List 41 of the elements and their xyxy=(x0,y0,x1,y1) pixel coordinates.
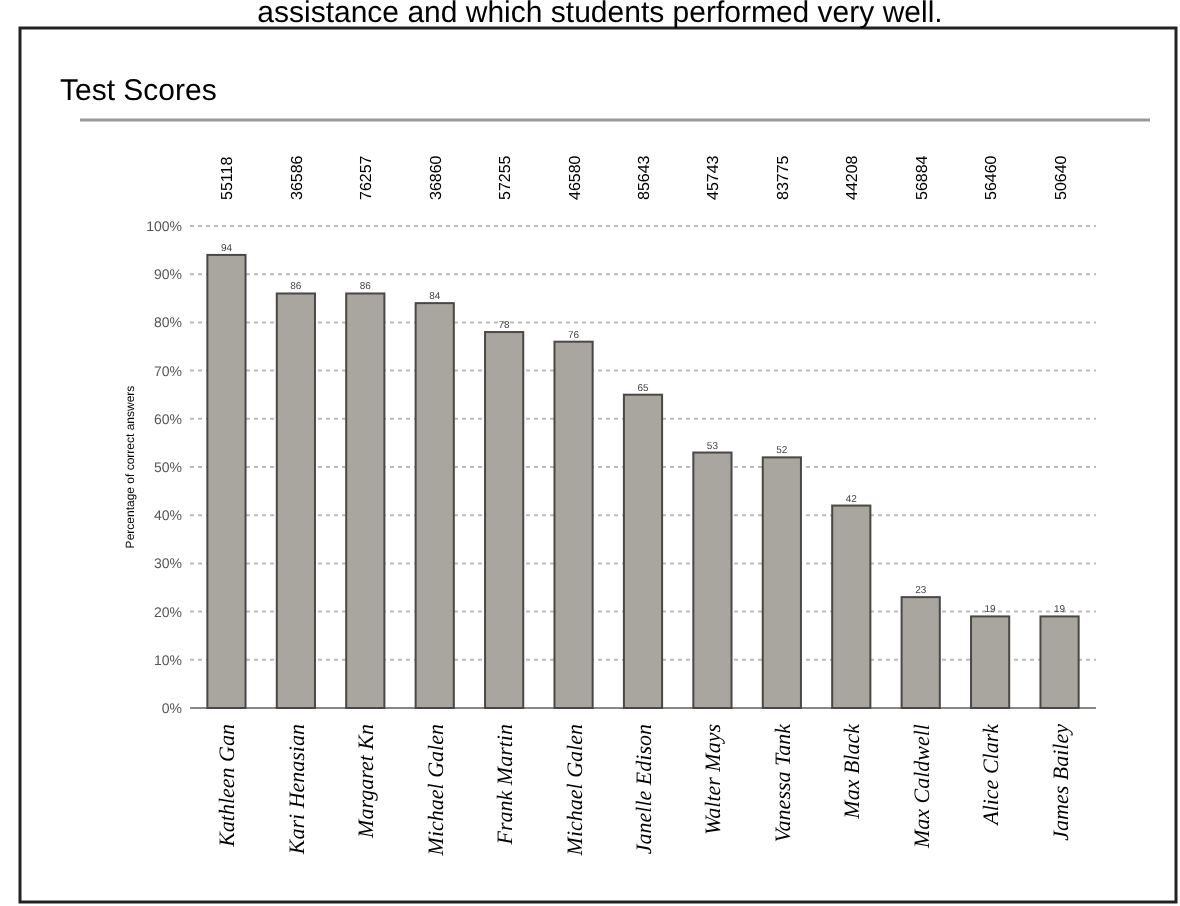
bar xyxy=(831,504,872,709)
text: 46580 xyxy=(565,154,584,200)
x-tick-label: Michael Galen xyxy=(424,723,449,858)
x-tick-label: James Bailey xyxy=(1049,723,1074,841)
text: 45743 xyxy=(704,154,723,200)
x-tick-label: Max Black xyxy=(841,721,866,821)
bar xyxy=(345,292,386,709)
bar xyxy=(692,451,733,709)
bar xyxy=(622,393,664,709)
text: 76257 xyxy=(357,154,376,200)
bar xyxy=(553,340,594,709)
bar xyxy=(414,302,455,709)
text: 44208 xyxy=(843,154,862,200)
x-tick-label: Kathleen Gan xyxy=(216,723,241,849)
text: 56460 xyxy=(982,154,1001,200)
x-tick-label: Michael Galen xyxy=(563,723,588,858)
x-tick-label: Kari Henasian xyxy=(285,723,310,857)
bar xyxy=(970,615,1011,709)
bar xyxy=(275,292,316,709)
bar xyxy=(206,253,247,709)
x-tick-label: Alice Clark xyxy=(980,721,1005,827)
text: 56884 xyxy=(912,154,931,200)
x-tick-label: Frank Martin xyxy=(494,723,519,847)
text: assistance and which students performed very well. xyxy=(257,0,943,30)
text: 36586 xyxy=(287,154,306,200)
x-tick-label: Walter Mays xyxy=(702,724,727,836)
text: 85643 xyxy=(635,154,653,200)
text: 83775 xyxy=(773,154,792,200)
bar xyxy=(761,456,802,709)
chart-title: Test Scores xyxy=(60,74,217,108)
text: 36860 xyxy=(426,154,445,200)
text: 57255 xyxy=(496,154,515,200)
bar xyxy=(1039,615,1080,709)
x-tick-label: Vanessa Tank xyxy=(771,721,796,843)
x-tick-label: Max Caldwell xyxy=(910,724,935,851)
text: 50640 xyxy=(1051,154,1070,200)
bar xyxy=(484,331,525,709)
text: 55118 xyxy=(218,155,237,200)
bar xyxy=(900,596,941,709)
x-tick-label: Janelle Edison xyxy=(633,723,657,855)
x-tick-label: Margaret Kn xyxy=(355,723,380,840)
